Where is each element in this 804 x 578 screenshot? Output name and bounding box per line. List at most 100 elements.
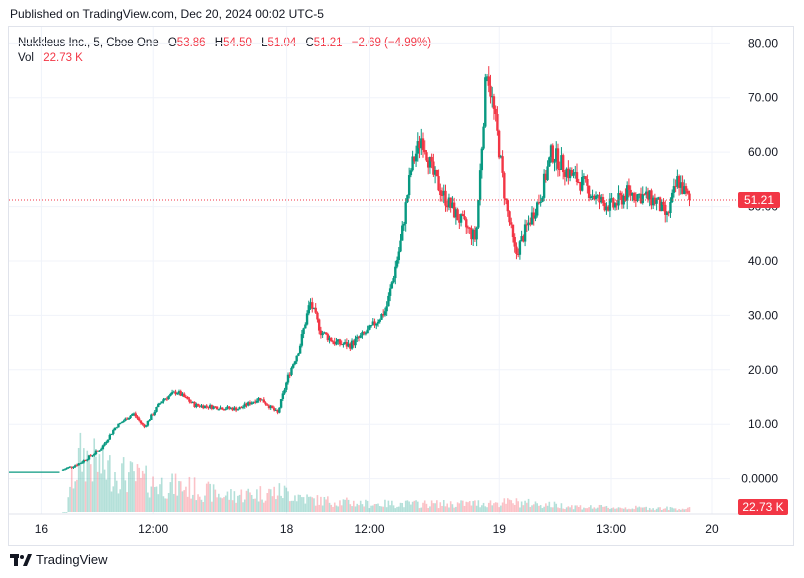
- candle-body: [606, 206, 610, 211]
- candle-body: [208, 405, 212, 408]
- volume-bar: [439, 502, 442, 512]
- volume-bar: [311, 497, 314, 512]
- candle-body: [94, 450, 98, 455]
- volume-bar: [254, 498, 256, 512]
- chart-grid: [9, 27, 730, 514]
- volume-bar: [333, 502, 336, 512]
- candle-body: [466, 227, 470, 229]
- candle-body: [447, 197, 451, 208]
- candle-body: [681, 182, 684, 194]
- volume-bar: [579, 505, 582, 512]
- volume-bar: [93, 438, 96, 512]
- candle-body: [167, 395, 170, 399]
- candle-body: [463, 215, 466, 220]
- candle-body: [600, 197, 603, 203]
- volume-bar: [610, 508, 613, 512]
- candle-body: [504, 198, 508, 201]
- volume-bar: [167, 493, 170, 512]
- candle-body: [215, 406, 219, 410]
- volume-bar: [224, 495, 227, 512]
- candle-body: [638, 193, 641, 195]
- volume-bar: [256, 489, 258, 512]
- volume-bar: [320, 496, 322, 512]
- volume-bar: [545, 503, 547, 512]
- volume-bar: [276, 495, 279, 512]
- volume-bar: [385, 507, 388, 512]
- candle-body: [305, 313, 309, 325]
- volume-bar: [157, 494, 160, 512]
- volume-bar: [134, 481, 137, 512]
- volume-bar: [536, 503, 539, 512]
- volume-bar: [114, 472, 116, 512]
- volume-bar: [569, 507, 571, 512]
- volume-bar: [427, 508, 429, 512]
- volume-bar: [65, 512, 68, 513]
- candle-body: [340, 344, 343, 346]
- volume-bar: [79, 432, 82, 512]
- volume-bar: [389, 505, 391, 512]
- candle-body: [250, 402, 253, 405]
- published-text: Published on TradingView.com, Dec 20, 20…: [10, 7, 324, 21]
- candle-body: [491, 96, 494, 98]
- candle-body: [281, 393, 285, 400]
- volume-bar: [81, 471, 83, 512]
- volume-bar: [179, 481, 182, 512]
- candle-body: [593, 195, 596, 200]
- volume-bar: [339, 500, 341, 512]
- volume-bar: [133, 471, 135, 512]
- time-axis[interactable]: 16 12:00 18 12:00 19 13:00 20: [9, 513, 738, 536]
- candle-body: [93, 454, 96, 456]
- volume-bar: [128, 472, 130, 512]
- candle-body: [179, 391, 182, 396]
- candle-body: [364, 333, 368, 335]
- tradingview-logo-icon[interactable]: [10, 553, 32, 566]
- candle-body: [523, 224, 527, 242]
- candle-body: [674, 186, 677, 188]
- candle-body: [657, 197, 660, 200]
- candle-body: [420, 138, 423, 149]
- legend-volume-row: Vol 22.73 K: [18, 51, 431, 66]
- candle-body: [203, 405, 207, 409]
- footer-brand[interactable]: TradingView: [36, 552, 108, 567]
- candle-body: [435, 170, 439, 177]
- volume-bar: [202, 501, 205, 512]
- candle-body: [667, 212, 670, 214]
- volume-bar: [596, 507, 599, 512]
- volume-bar: [446, 503, 449, 512]
- candle-body: [304, 324, 307, 329]
- volume-bar: [503, 498, 506, 512]
- candle-body: [645, 191, 648, 195]
- candle-body: [255, 400, 259, 403]
- volume-bar: [664, 508, 667, 512]
- candle-body: [311, 302, 314, 309]
- volume-bar: [250, 495, 253, 512]
- volume-bar: [340, 505, 343, 512]
- chart-frame[interactable]: [8, 26, 794, 546]
- candle-body: [243, 403, 246, 407]
- candle-body: [163, 398, 167, 400]
- volume-bar: [456, 502, 459, 512]
- candle-body: [247, 402, 250, 406]
- candle-body: [487, 76, 490, 86]
- candle-body: [534, 215, 537, 219]
- price-axis[interactable]: 80.0070.0060.0050.0040.0030.0020.0010.00…: [741, 36, 778, 485]
- volume-bar: [108, 455, 111, 512]
- candle-body: [496, 114, 499, 131]
- candle-body: [84, 460, 87, 462]
- candle-body: [664, 204, 667, 215]
- volume-bar: [510, 500, 513, 512]
- volume-bar: [124, 480, 127, 512]
- volume-bar: [638, 506, 641, 512]
- volume-bar: [295, 501, 298, 512]
- candle-body: [131, 414, 134, 416]
- candle-body: [669, 201, 672, 214]
- last-price-label: 51.21: [744, 193, 774, 207]
- candle-body: [525, 224, 529, 226]
- volume-bar: [420, 507, 423, 512]
- volume-bar: [481, 505, 483, 512]
- volume-bar: [352, 500, 355, 512]
- volume-bar: [686, 507, 689, 512]
- candle-body: [510, 222, 513, 225]
- volume-bar: [674, 508, 677, 512]
